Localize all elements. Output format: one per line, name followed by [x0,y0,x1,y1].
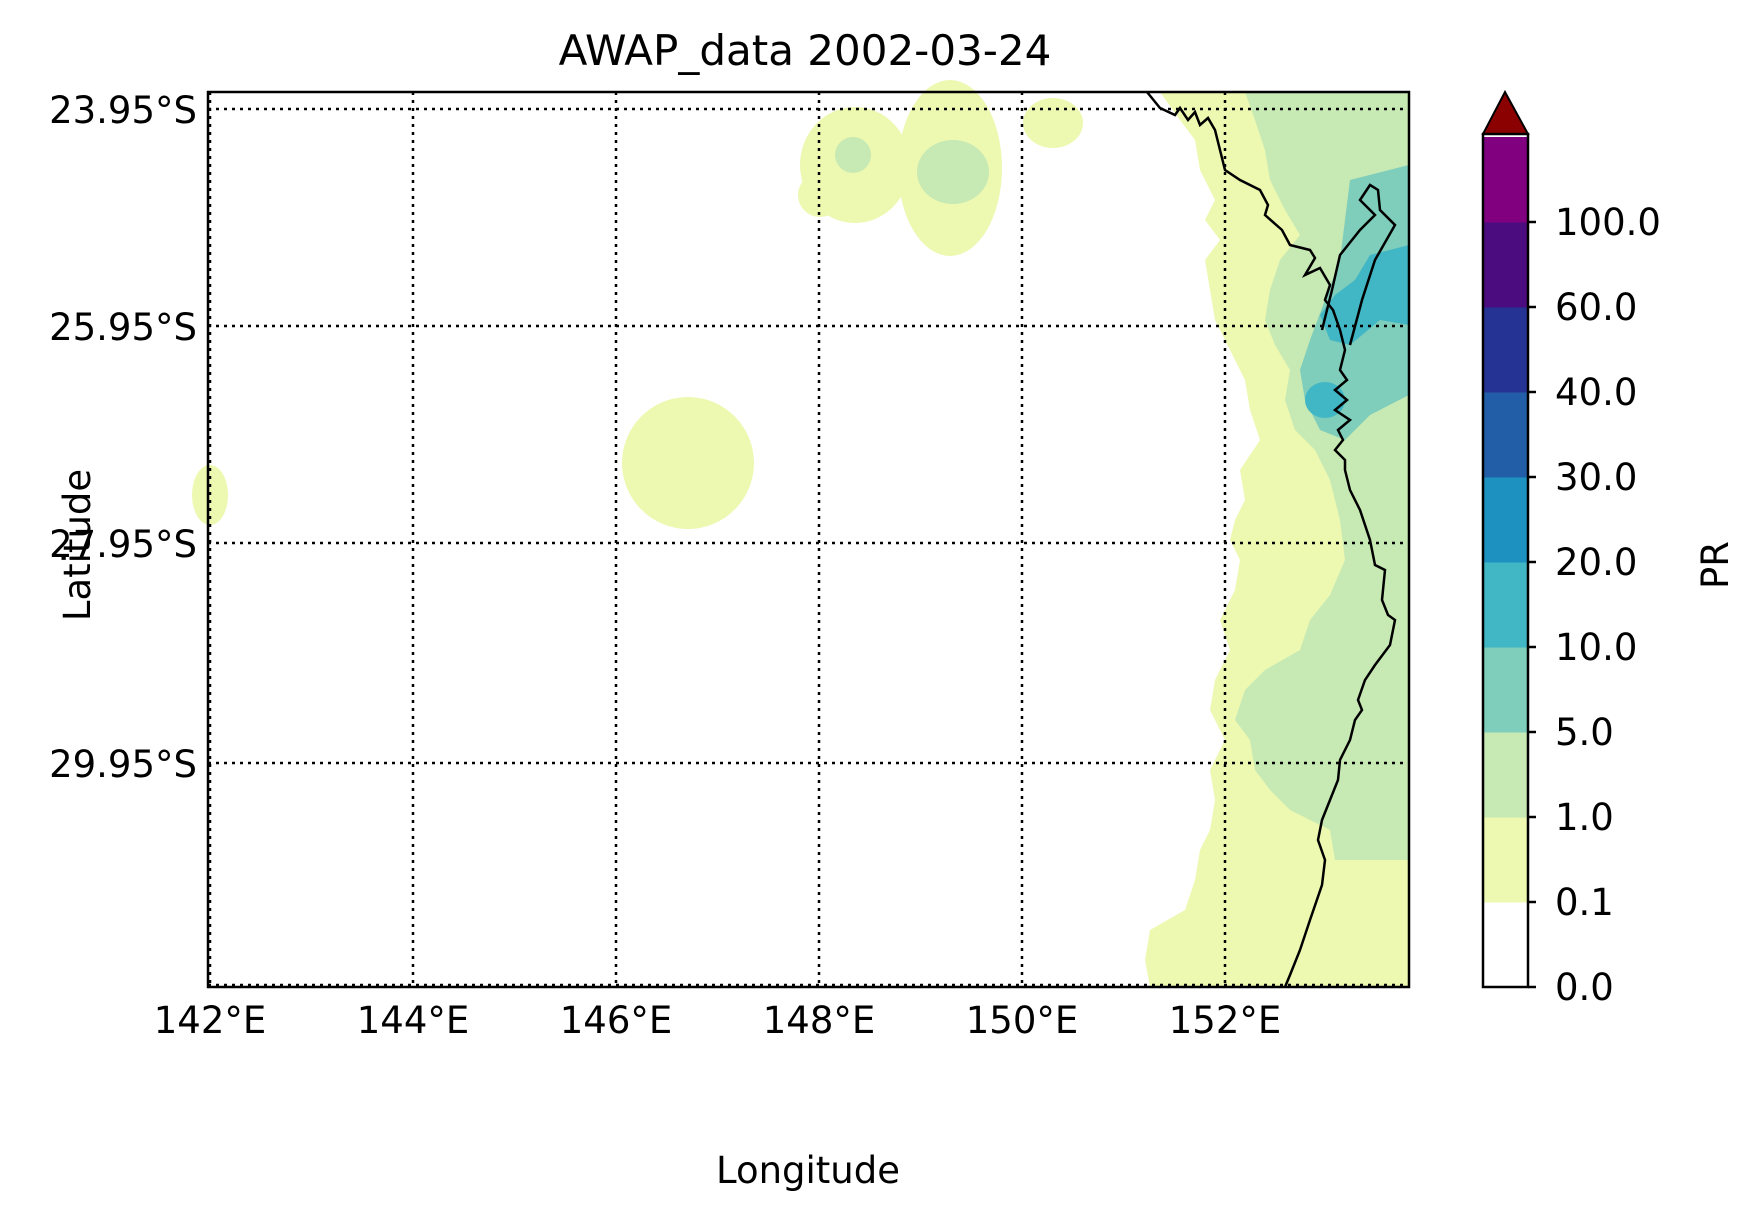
colorbar-band [1483,392,1528,478]
colorbar-label: PR [1694,541,1737,589]
colorbar: 0.0 0.1 1.0 5.0 10.0 20.0 30.0 40.0 60.0 100.0 PR [1481,89,1737,1009]
y-axis-label: Latitude [56,469,99,621]
colorbar-tick-label: 60.0 [1555,286,1637,329]
colorbar-bands [1483,137,1528,988]
chart-title: AWAP_data 2002-03-24 [559,26,1052,75]
colorbar-tick-label: 40.0 [1555,371,1637,414]
y-axis-ticks: 23.95°S 25.95°S 27.95°S 29.95°S [49,89,197,786]
precip-patch-north-1c [835,137,871,173]
coastline [1146,91,1397,988]
colorbar-tick-label: 10.0 [1555,626,1637,669]
colorbar-ticks: 0.0 0.1 1.0 5.0 10.0 20.0 30.0 40.0 60.0 100.0 [1528,201,1661,1009]
x-tick-label: 150°E [966,999,1079,1042]
colorbar-tick-label: 1.0 [1555,796,1614,839]
x-tick-label: 144°E [357,999,470,1042]
colorbar-tick-label: 100.0 [1555,201,1661,244]
colorbar-band [1483,307,1528,393]
x-tick-label: 142°E [154,999,267,1042]
colorbar-band [1483,647,1528,733]
precip-patch-north-3 [1023,98,1083,148]
colorbar-extend-arrow [1481,89,1530,135]
colorbar-band [1483,732,1528,818]
colorbar-tick-label: 20.0 [1555,541,1637,584]
colorbar-band [1483,477,1528,563]
coastline-island [1320,183,1397,346]
colorbar-tick-label: 0.1 [1555,881,1614,924]
colorbar-tick-label: 0.0 [1555,966,1614,1009]
y-tick-label: 29.95°S [49,743,197,786]
colorbar-tick-label: 5.0 [1555,711,1614,754]
x-tick-label: 148°E [763,999,876,1042]
y-tick-label: 25.95°S [49,306,197,349]
x-axis-label: Longitude [716,1149,900,1192]
y-tick-label: 23.95°S [49,89,197,132]
colorbar-frame [1481,132,1530,989]
precip-patch-central [622,397,754,529]
colorbar-band [1483,222,1528,308]
colorbar-band [1483,562,1528,648]
colorbar-band [1483,902,1528,988]
y-tick-label: 27.95°S [49,523,197,566]
precip-patch-north-2b [917,140,989,204]
x-tick-label: 152°E [1169,999,1282,1042]
colorbar-band [1483,137,1528,223]
colorbar-tick-label: 30.0 [1555,456,1637,499]
x-axis-ticks: 142°E 144°E 146°E 148°E 150°E 152°E [154,999,1282,1042]
precip-patch-north-1b [798,173,842,217]
map-plot-area [192,80,1411,989]
plot-frame [206,90,1411,989]
x-tick-label: 146°E [560,999,673,1042]
graticule [208,92,1409,987]
colorbar-band [1483,817,1528,903]
